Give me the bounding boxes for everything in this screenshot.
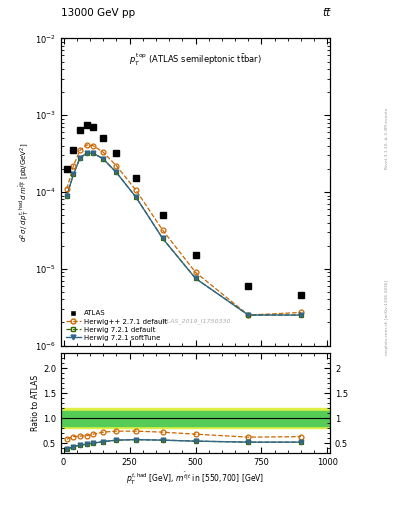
X-axis label: $p_T^{t,\mathrm{had}}$ [GeV], $m^{\bar{t}|t}$ in [550,700] [GeV]: $p_T^{t,\mathrm{had}}$ [GeV], $m^{\bar{t… xyxy=(127,471,264,487)
Text: 13000 GeV pp: 13000 GeV pp xyxy=(61,8,135,18)
Text: tt̅: tt̅ xyxy=(322,8,330,18)
Y-axis label: $d^2\sigma\,/\,d\,p_T^{t,\mathrm{had}}\,d\,m^{\bar{t}|t}$ [pb/GeV$^2$]: $d^2\sigma\,/\,d\,p_T^{t,\mathrm{had}}\,… xyxy=(18,142,32,242)
Text: mcplots.cern.ch [arXiv:1306.3436]: mcplots.cern.ch [arXiv:1306.3436] xyxy=(385,280,389,355)
Legend: ATLAS, Herwig++ 2.7.1 default, Herwig 7.2.1 default, Herwig 7.2.1 softTune: ATLAS, Herwig++ 2.7.1 default, Herwig 7.… xyxy=(64,309,169,342)
Y-axis label: Ratio to ATLAS: Ratio to ATLAS xyxy=(31,375,40,431)
Text: $p_T^{\,\mathrm{top}}$ (ATLAS semileptonic t$\bar{\mathrm{t}}$bar): $p_T^{\,\mathrm{top}}$ (ATLAS semilepton… xyxy=(129,52,262,69)
Text: Rivet 3.1.10, ≥ 3.3M events: Rivet 3.1.10, ≥ 3.3M events xyxy=(385,108,389,169)
Text: ATLAS_2019_I1750330: ATLAS_2019_I1750330 xyxy=(160,318,231,324)
